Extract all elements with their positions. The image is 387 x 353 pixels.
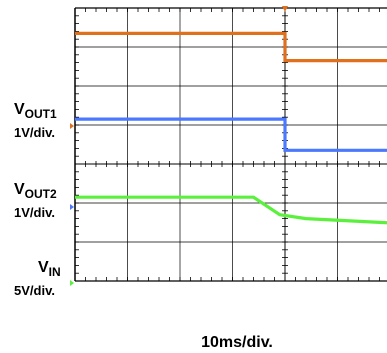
vout2-label: VOUT2 bbox=[14, 181, 57, 201]
vout1-label: VOUT1 bbox=[14, 101, 57, 121]
vin-label: VIN bbox=[38, 259, 61, 279]
vout2-scale-label: 1V/div. bbox=[14, 205, 55, 220]
channel-markers bbox=[70, 6, 288, 286]
trace-vin bbox=[75, 195, 387, 225]
scope-traces bbox=[75, 31, 387, 225]
vin-scale-label: 5V/div. bbox=[14, 283, 55, 298]
vin-channel-marker bbox=[70, 280, 74, 286]
vout1-scale-label: 1V/div. bbox=[14, 125, 55, 140]
vout1-channel-marker bbox=[70, 123, 74, 129]
trace-vout1 bbox=[75, 31, 387, 63]
trace-vout2 bbox=[75, 117, 387, 152]
vout2-channel-marker bbox=[70, 204, 74, 210]
time-scale-label: 10ms/div. bbox=[201, 334, 273, 351]
scope-grid bbox=[74, 7, 387, 282]
trigger-marker bbox=[282, 6, 288, 12]
